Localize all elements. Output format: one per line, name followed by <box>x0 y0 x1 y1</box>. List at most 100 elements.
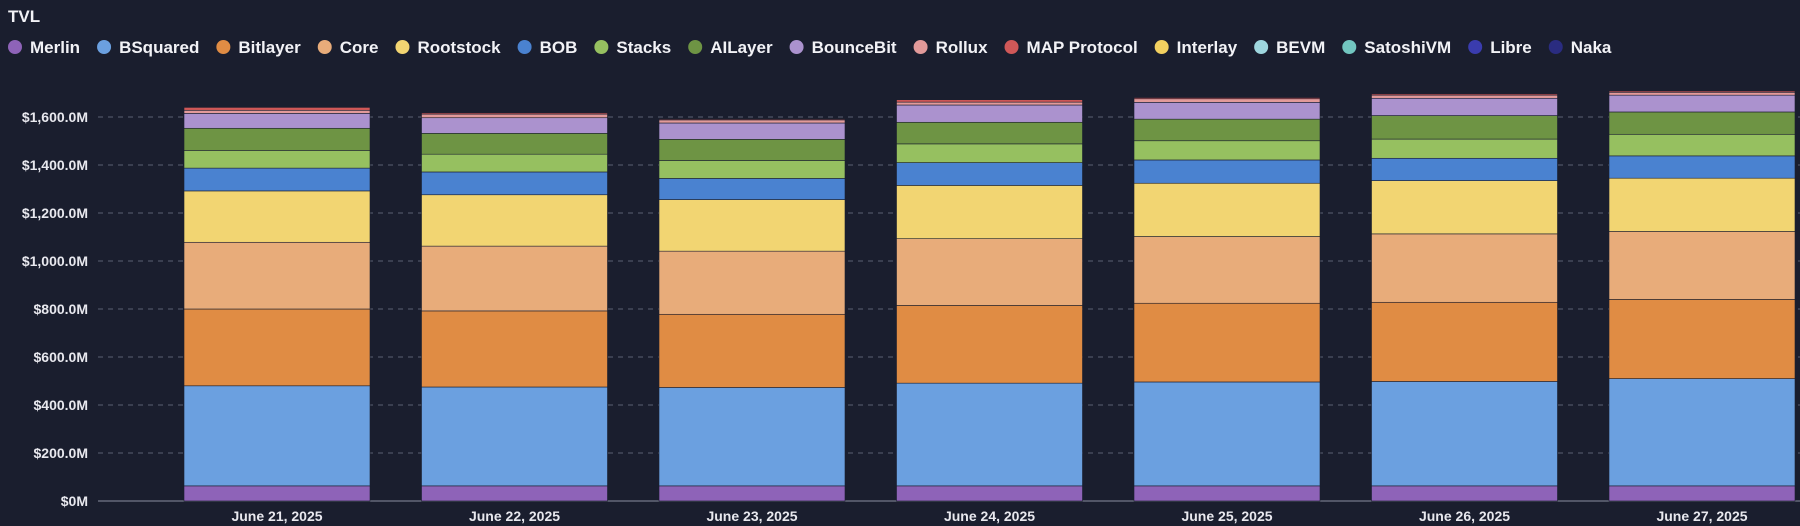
bar-segment-rollux[interactable] <box>183 109 371 114</box>
bar-segment-bob[interactable] <box>1608 155 1796 179</box>
bar-segment-rootstock[interactable] <box>896 185 1083 239</box>
bar-segment-rootstock[interactable] <box>1608 177 1796 232</box>
bar-segment-rollux[interactable] <box>658 119 846 124</box>
bar-segment-core[interactable] <box>1608 231 1796 300</box>
bar-segment-merlin[interactable] <box>183 485 371 502</box>
legend-item-bouncebit[interactable]: BounceBit <box>789 38 897 57</box>
legend-item-bob[interactable]: BOB <box>517 38 578 57</box>
bar-stack-june-27-2025[interactable] <box>1608 90 1796 502</box>
bar-segment-rollux[interactable] <box>421 113 608 119</box>
bar-segment-bouncebit[interactable] <box>1371 97 1558 116</box>
bar-segment-merlin[interactable] <box>1608 485 1796 502</box>
bar-segment-map-protocol[interactable] <box>183 107 371 111</box>
bar-segment-rootstock[interactable] <box>421 194 608 247</box>
legend-swatch <box>1004 40 1019 54</box>
bar-segment-ailayer[interactable] <box>658 139 846 161</box>
bar-segment-stacks[interactable] <box>1608 133 1796 157</box>
bar-segment-bob[interactable] <box>658 178 846 200</box>
legend-item-bevm[interactable]: BEVM <box>1254 38 1325 57</box>
bar-segment-map-protocol[interactable] <box>1371 93 1558 96</box>
bar-segment-rollux[interactable] <box>1608 91 1796 96</box>
bar-segment-ailayer[interactable] <box>421 133 608 155</box>
bar-segment-bitlayer[interactable] <box>421 310 608 388</box>
bar-segment-merlin[interactable] <box>1133 485 1321 502</box>
bar-segment-map-protocol[interactable] <box>421 112 608 115</box>
legend-item-satoshivm[interactable]: SatoshiVM <box>1342 38 1451 57</box>
legend-item-bitlayer[interactable]: Bitlayer <box>216 38 301 57</box>
bar-segment-core[interactable] <box>1133 236 1321 304</box>
bar-segment-rootstock[interactable] <box>1371 180 1558 235</box>
bar-segment-core[interactable] <box>1371 233 1558 303</box>
bar-segment-ailayer[interactable] <box>896 121 1083 145</box>
bar-segment-ailayer[interactable] <box>1133 118 1321 142</box>
bar-segment-bob[interactable] <box>183 167 371 192</box>
bar-segment-bsquared[interactable] <box>896 382 1083 487</box>
bar-segment-ailayer[interactable] <box>183 127 371 151</box>
bar-segment-rootstock[interactable] <box>183 190 371 243</box>
bar-segment-bitlayer[interactable] <box>658 313 846 388</box>
bar-segment-bitlayer[interactable] <box>1133 302 1321 383</box>
bar-segment-bsquared[interactable] <box>183 385 371 487</box>
bar-segment-bob[interactable] <box>1133 159 1321 184</box>
legend-item-libre[interactable]: Libre <box>1468 38 1532 57</box>
bar-segment-core[interactable] <box>421 245 608 312</box>
bar-segment-bouncebit[interactable] <box>183 113 371 129</box>
bar-segment-bsquared[interactable] <box>421 386 608 487</box>
bar-segment-merlin[interactable] <box>421 485 608 502</box>
bar-segment-bob[interactable] <box>1371 157 1558 181</box>
bar-segment-bsquared[interactable] <box>1371 381 1558 487</box>
bar-segment-stacks[interactable] <box>1133 140 1321 161</box>
legend-item-map-protocol[interactable]: MAP Protocol <box>1004 38 1138 57</box>
bar-stack-june-21-2025[interactable] <box>183 107 371 502</box>
bar-segment-rollux[interactable] <box>896 101 1083 106</box>
bar-segment-merlin[interactable] <box>1371 485 1558 502</box>
bar-segment-bob[interactable] <box>421 171 608 196</box>
bar-segment-map-protocol[interactable] <box>896 99 1083 103</box>
bar-segment-bouncebit[interactable] <box>1133 102 1321 120</box>
bar-segment-ailayer[interactable] <box>1371 115 1558 140</box>
bar-segment-bouncebit[interactable] <box>658 122 846 140</box>
bar-segment-bitlayer[interactable] <box>896 305 1083 384</box>
bar-segment-bitlayer[interactable] <box>1608 299 1796 379</box>
bar-segment-bob[interactable] <box>896 162 1083 186</box>
bar-segment-stacks[interactable] <box>183 150 371 169</box>
bar-segment-bitlayer[interactable] <box>183 308 371 387</box>
bar-segment-bsquared[interactable] <box>1133 381 1321 487</box>
bar-segment-stacks[interactable] <box>421 153 608 173</box>
legend-item-rollux[interactable]: Rollux <box>913 38 988 57</box>
bar-segment-stacks[interactable] <box>896 143 1083 163</box>
bar-stack-june-23-2025[interactable] <box>658 118 846 502</box>
bar-segment-merlin[interactable] <box>658 485 846 502</box>
bar-stack-june-24-2025[interactable] <box>896 99 1083 502</box>
bar-stack-june-26-2025[interactable] <box>1371 93 1558 502</box>
bar-segment-map-protocol[interactable] <box>1608 90 1796 93</box>
legend-item-stacks[interactable]: Stacks <box>594 38 671 57</box>
bar-segment-rootstock[interactable] <box>658 199 846 252</box>
legend-item-merlin[interactable]: Merlin <box>8 38 80 57</box>
bar-segment-rollux[interactable] <box>1371 94 1558 99</box>
legend-item-ailayer[interactable]: AILayer <box>688 38 773 57</box>
bar-segment-bsquared[interactable] <box>658 387 846 487</box>
bar-segment-bouncebit[interactable] <box>896 104 1083 123</box>
legend-item-core[interactable]: Core <box>317 38 379 57</box>
legend-item-bsquared[interactable]: BSquared <box>97 38 199 57</box>
bar-segment-core[interactable] <box>658 250 846 315</box>
bar-segment-map-protocol[interactable] <box>1133 97 1321 100</box>
bar-segment-merlin[interactable] <box>896 485 1083 502</box>
bar-segment-rollux[interactable] <box>1133 98 1321 103</box>
bar-segment-stacks[interactable] <box>658 160 846 179</box>
bar-segment-bouncebit[interactable] <box>421 117 608 134</box>
bar-segment-bouncebit[interactable] <box>1608 94 1796 113</box>
bar-segment-stacks[interactable] <box>1371 138 1558 159</box>
bar-segment-core[interactable] <box>896 238 1083 306</box>
bar-segment-core[interactable] <box>183 241 371 310</box>
bar-segment-bsquared[interactable] <box>1608 378 1796 487</box>
bar-segment-rootstock[interactable] <box>1133 182 1321 237</box>
bar-stack-june-22-2025[interactable] <box>421 112 608 502</box>
bar-stack-june-25-2025[interactable] <box>1133 97 1321 502</box>
legend-item-rootstock[interactable]: Rootstock <box>395 38 501 57</box>
bar-segment-ailayer[interactable] <box>1608 111 1796 135</box>
legend-item-naka[interactable]: Naka <box>1548 38 1612 57</box>
bar-segment-bitlayer[interactable] <box>1371 301 1558 382</box>
legend-item-interlay[interactable]: Interlay <box>1154 38 1238 57</box>
